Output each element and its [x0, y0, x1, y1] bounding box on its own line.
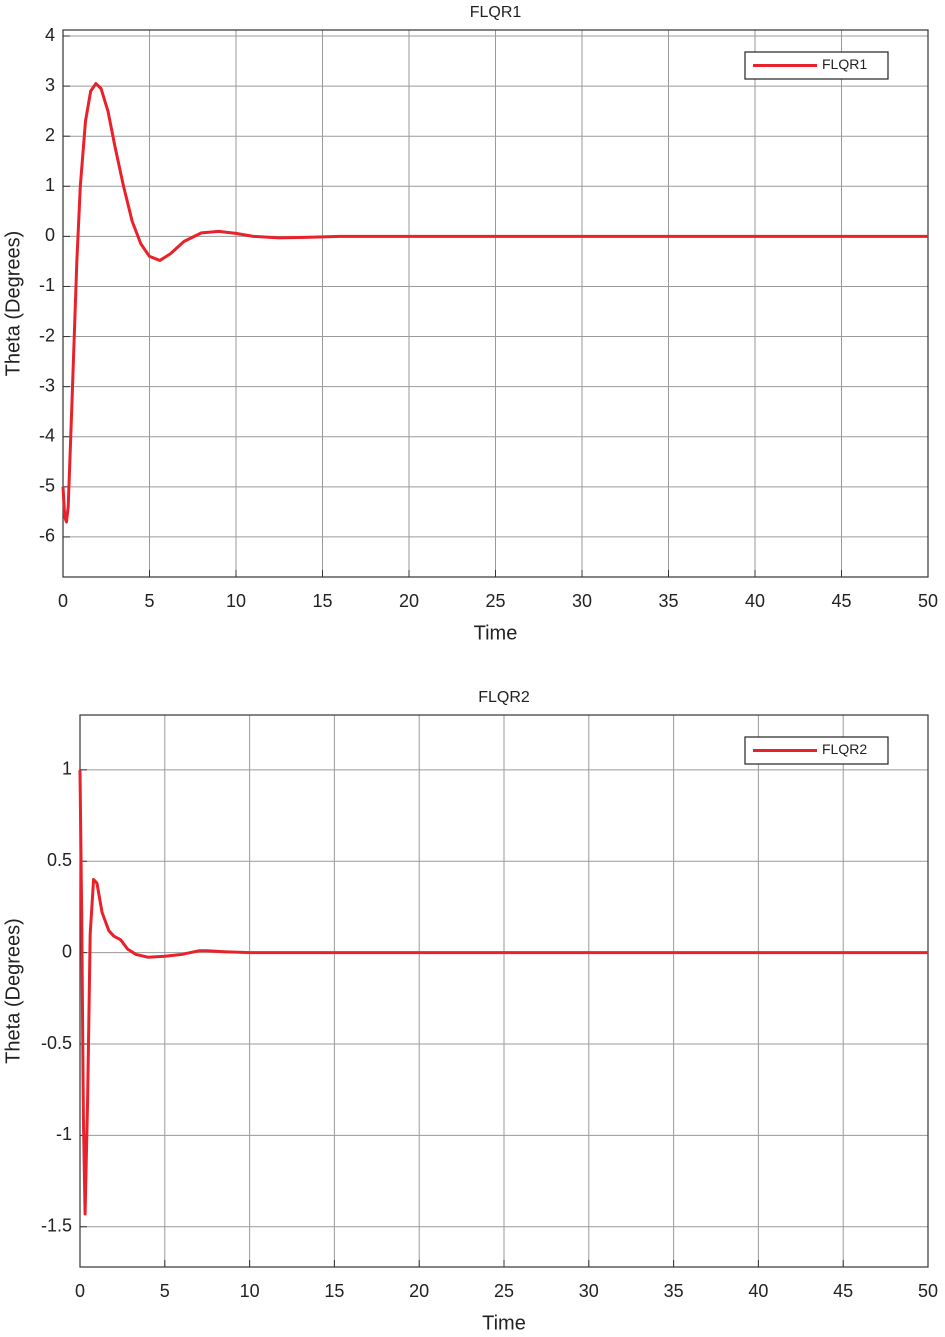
y-tick-label: -3 [39, 375, 55, 395]
y-tick-label: -0.5 [41, 1033, 72, 1053]
y-tick-label: -5 [39, 476, 55, 496]
x-tick-label: 0 [58, 591, 68, 611]
y-tick-label: 4 [45, 25, 55, 45]
subplot: 0 5 10 15 20 25 30 35 40 45 50 -6 -5 -4 -3 -2 -1 0 1 2 3 4 FLQ… [2, 4, 938, 644]
y-tick-label: 1 [62, 759, 72, 779]
x-tick-label: 5 [144, 591, 154, 611]
legend-label: FLQR2 [822, 741, 867, 757]
x-axis-label: Time [474, 622, 518, 644]
x-tick-label: 20 [409, 1281, 429, 1301]
x-axis-label: Time [482, 1312, 526, 1334]
x-tick-label: 15 [324, 1281, 344, 1301]
x-tick-label: 20 [399, 591, 419, 611]
x-tick-label: 45 [833, 1281, 853, 1301]
y-tick-label: 0.5 [47, 850, 72, 870]
y-tick-label: -6 [39, 526, 55, 546]
data-line [78, 769, 928, 1216]
x-tick-label: 30 [572, 591, 592, 611]
y-tick-label: 0 [45, 225, 55, 245]
x-tick-label: 35 [664, 1281, 684, 1301]
x-tick-label: 40 [745, 591, 765, 611]
x-tick-label: 25 [494, 1281, 514, 1301]
x-tick-label: 25 [485, 591, 505, 611]
x-tick-label: 10 [240, 1281, 260, 1301]
legend-label: FLQR1 [822, 56, 867, 72]
chart-title: FLQR1 [470, 4, 522, 21]
x-tick-label: 50 [918, 591, 938, 611]
x-tick-label: 45 [831, 591, 851, 611]
x-tick-label: 0 [75, 1281, 85, 1301]
y-axis-label: Theta (Degrees) [2, 918, 24, 1064]
subplot: 0 5 10 15 20 25 30 35 40 45 50 -1.5 -1 -0.5 0 0.5 1 FLQR2… [2, 689, 938, 1334]
x-tick-label: 35 [658, 591, 678, 611]
x-tick-label: 30 [579, 1281, 599, 1301]
y-tick-label: -1.5 [41, 1216, 72, 1236]
x-tick-label: 40 [748, 1281, 768, 1301]
data-line [61, 82, 928, 524]
y-tick-label: -1 [56, 1124, 72, 1144]
y-tick-label: 2 [45, 125, 55, 145]
x-tick-label: 15 [312, 591, 332, 611]
y-tick-label: 0 [62, 941, 72, 961]
axes-box [62, 29, 929, 578]
y-axis-label: Theta (Degrees) [2, 231, 24, 377]
y-tick-label: 3 [45, 75, 55, 95]
y-tick-label: 1 [45, 175, 55, 195]
x-tick-label: 10 [226, 591, 246, 611]
x-tick-label: 5 [160, 1281, 170, 1301]
axes-box [79, 714, 929, 1268]
y-tick-label: -2 [39, 325, 55, 345]
chart-title: FLQR2 [478, 689, 530, 706]
y-tick-label: -1 [39, 275, 55, 295]
x-tick-label: 50 [918, 1281, 938, 1301]
y-tick-label: -4 [39, 425, 55, 445]
